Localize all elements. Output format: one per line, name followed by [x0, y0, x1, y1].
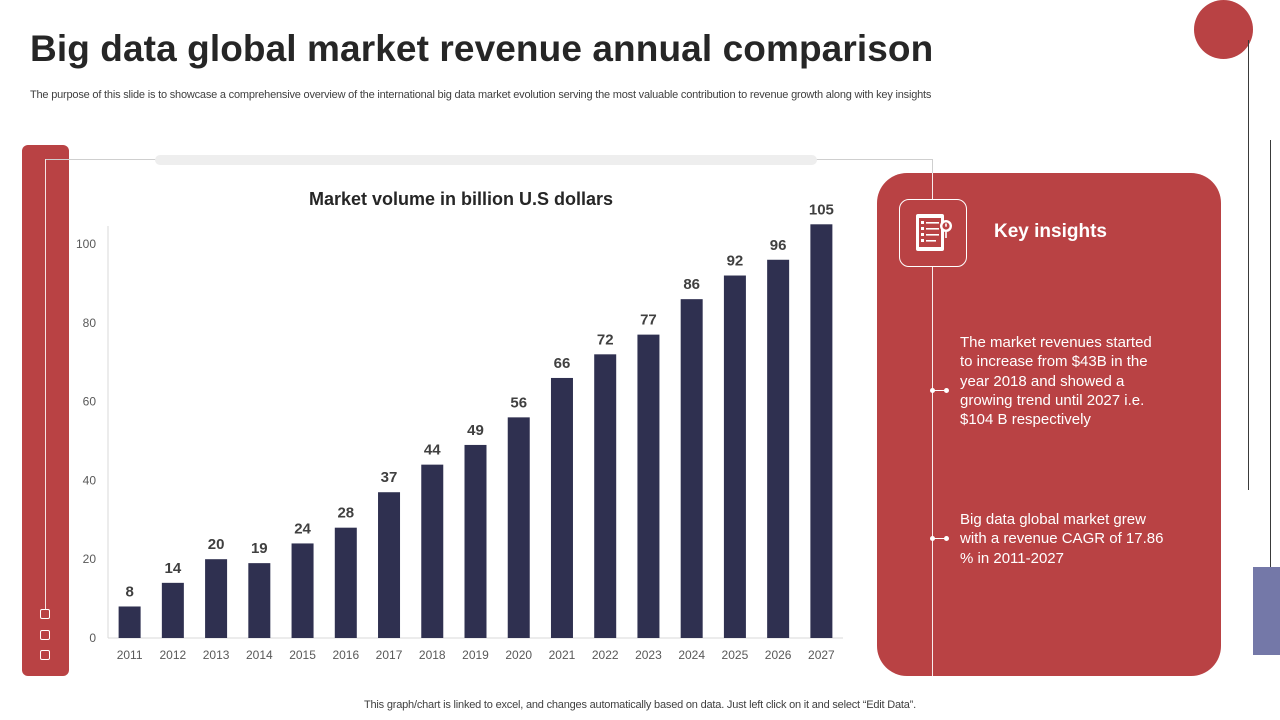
x-tick-label: 2023 — [635, 648, 662, 662]
decorative-block — [1253, 567, 1280, 655]
data-label-2012: 14 — [165, 560, 182, 577]
bar-series: 8 14 20 19 24 28 37 44 49 56 66 72 77 86 92 96 105 — [118, 201, 834, 639]
x-tick-label: 2016 — [332, 648, 359, 662]
bar-2027[interactable] — [810, 224, 833, 639]
data-label-2013: 20 — [208, 536, 225, 553]
bullet-dot — [944, 536, 949, 541]
square-icon — [40, 609, 50, 619]
y-tick-label: 60 — [83, 395, 97, 409]
x-tick-label: 2025 — [722, 648, 749, 662]
square-icon — [40, 630, 50, 640]
bar-2023[interactable] — [637, 334, 660, 638]
y-tick-label: 100 — [76, 237, 96, 251]
bar-2016[interactable] — [334, 527, 357, 638]
bullet-connector — [932, 390, 948, 391]
data-label-2024: 86 — [683, 276, 700, 293]
insight-item: The market revenues started to increase … — [960, 334, 1152, 429]
bar-2014[interactable] — [248, 563, 271, 638]
bar-2012[interactable] — [161, 582, 184, 638]
key-insights-panel: Key insights The market revenues started… — [877, 173, 1221, 676]
x-tick-label: 2014 — [246, 648, 273, 662]
bullet-dot — [930, 388, 935, 393]
data-label-2018: 44 — [424, 442, 441, 459]
bar-2021[interactable] — [550, 377, 573, 638]
bullet-dot — [930, 536, 935, 541]
x-tick-label: 2011 — [117, 648, 143, 662]
bar-2018[interactable] — [421, 464, 444, 638]
x-tick-label: 2015 — [289, 648, 316, 662]
bullet-connector — [932, 538, 948, 539]
bar-2020[interactable] — [507, 417, 530, 638]
y-tick-label: 20 — [83, 552, 97, 566]
x-tick-label: 2020 — [505, 648, 532, 662]
data-label-2016: 28 — [337, 505, 354, 522]
decorative-line — [1270, 140, 1271, 570]
data-label-2020: 56 — [510, 394, 527, 411]
y-axis-ticks: 0 20 40 60 80 100 — [76, 237, 96, 645]
data-label-2025: 92 — [727, 253, 744, 270]
data-label-2011: 8 — [125, 583, 133, 600]
x-tick-label: 2013 — [203, 648, 230, 662]
bar-2015[interactable] — [291, 543, 314, 638]
x-tick-label: 2022 — [592, 648, 619, 662]
page-subtitle: The purpose of this slide is to showcase… — [30, 89, 932, 101]
bar-2026[interactable] — [767, 259, 790, 638]
bullet-dot — [944, 388, 949, 393]
data-label-2017: 37 — [381, 469, 398, 486]
bar-2024[interactable] — [680, 299, 703, 638]
bar-2025[interactable] — [723, 275, 746, 638]
decorative-circle — [1194, 0, 1253, 59]
frame-pill — [155, 155, 817, 165]
bar-2017[interactable] — [378, 492, 401, 638]
x-tick-label: 2018 — [419, 648, 446, 662]
page-title: Big data global market revenue annual co… — [30, 28, 934, 69]
data-label-2015: 24 — [294, 520, 311, 537]
x-tick-label: 2026 — [765, 648, 792, 662]
square-icon — [40, 650, 50, 660]
data-label-2014: 19 — [251, 540, 268, 557]
bar-2013[interactable] — [205, 559, 228, 638]
data-label-2023: 77 — [640, 312, 657, 329]
data-label-2027: 105 — [809, 201, 834, 218]
decorative-line — [1248, 40, 1249, 490]
insight-item: Big data global market grew with a reven… — [960, 511, 1164, 567]
left-accent-line — [45, 159, 46, 609]
x-tick-label: 2017 — [376, 648, 403, 662]
x-tick-label: 2012 — [160, 648, 187, 662]
left-accent-bar — [22, 145, 69, 676]
y-tick-label: 0 — [89, 631, 96, 645]
y-tick-label: 40 — [83, 473, 97, 487]
x-axis-ticks: 2011 2012 2013 2014 2015 2016 2017 2018 2019 2020… — [117, 648, 835, 662]
key-insights-heading: Key insights — [994, 221, 1107, 242]
x-tick-label: 2027 — [808, 648, 835, 662]
bar-2019[interactable] — [464, 444, 487, 638]
clipboard-checklist-icon — [899, 199, 967, 267]
data-label-2026: 96 — [770, 237, 787, 254]
insight-panel-line — [932, 173, 933, 676]
x-tick-label: 2019 — [462, 648, 489, 662]
chart-title: Market volume in billion U.S dollars — [309, 189, 613, 209]
data-label-2019: 49 — [467, 422, 484, 439]
y-tick-label: 80 — [83, 316, 97, 330]
bar-2022[interactable] — [594, 354, 617, 638]
x-tick-label: 2024 — [678, 648, 705, 662]
footnote: This graph/chart is linked to excel, and… — [364, 699, 916, 711]
x-tick-label: 2021 — [549, 648, 576, 662]
bar-2011[interactable] — [118, 606, 141, 638]
data-label-2021: 66 — [554, 355, 571, 372]
data-label-2022: 72 — [597, 331, 614, 348]
